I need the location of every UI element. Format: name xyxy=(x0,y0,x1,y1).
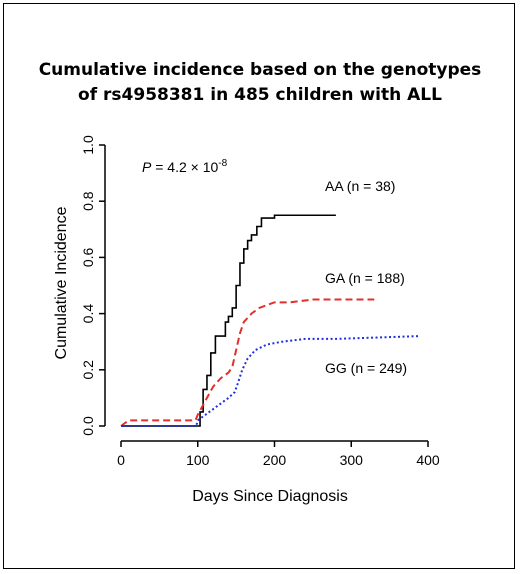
x-tick-label-0: 0 xyxy=(117,452,125,468)
y-tick-label-1: 0.2 xyxy=(80,360,96,380)
series-line-gg xyxy=(121,335,421,427)
chart-frame xyxy=(3,3,515,569)
p-exponent: -8 xyxy=(218,158,227,169)
p-value-annotation: P = 4.2 × 10-8 xyxy=(142,158,228,175)
y-axis-label: Cumulative Incidence xyxy=(53,206,70,359)
y-tick-label-3: 0.6 xyxy=(80,247,96,267)
axes: 0 100 200 300 400 0.0 0.2 0.4 0.6 0.8 1.0 xyxy=(80,135,440,468)
y-tick-label-5: 1.0 xyxy=(80,135,96,155)
y-tick-label-2: 0.4 xyxy=(80,304,96,324)
plot-lines xyxy=(120,214,421,427)
p-label: P xyxy=(142,159,152,175)
chart-title-line-2: of rs4958381 in 485 children with ALL xyxy=(78,85,442,105)
p-value: = 4.2 × 10 xyxy=(151,159,218,175)
x-tick-label-2: 200 xyxy=(263,452,287,468)
y-tick-label-4: 0.8 xyxy=(80,191,96,211)
series-line-aa xyxy=(121,214,336,427)
legend-label-aa: AA (n = 38) xyxy=(325,178,395,194)
x-tick-label-3: 300 xyxy=(340,452,364,468)
legend-label-gg: GG (n = 249) xyxy=(325,360,407,376)
chart-title: Cumulative incidence based on the genoty… xyxy=(0,58,520,108)
legend-label-ga: GA (n = 188) xyxy=(325,270,405,286)
chart-title-line-1: Cumulative incidence based on the genoty… xyxy=(38,60,482,80)
series-line-ga xyxy=(120,298,375,427)
x-axis-label: Days Since Diagnosis xyxy=(192,488,348,505)
y-tick-label-0: 0.0 xyxy=(80,416,96,436)
x-tick-label-4: 400 xyxy=(416,452,440,468)
x-tick-label-1: 100 xyxy=(186,452,210,468)
